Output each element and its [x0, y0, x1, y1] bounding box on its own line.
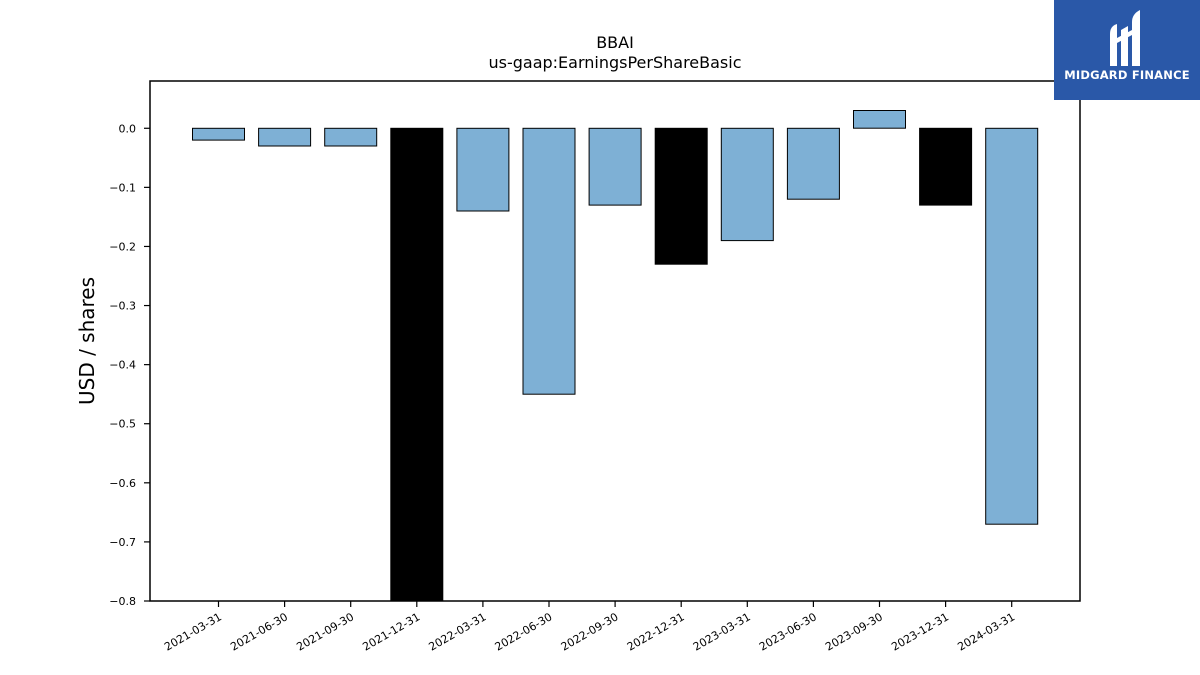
x-tick-label: 2021-03-31 [162, 610, 224, 653]
x-tick-label: 2022-09-30 [559, 610, 621, 653]
bar-2023-09-30 [853, 110, 906, 129]
y-tick-label: −0.5 [109, 418, 136, 431]
bar-2022-06-30 [522, 127, 576, 395]
y-axis-label: USD / shares [75, 277, 99, 405]
x-tick-label: 2021-06-30 [228, 610, 290, 653]
brand-name: MIDGARD FINANCE [1064, 68, 1190, 82]
y-tick-label: −0.2 [109, 240, 136, 253]
bar-2023-06-30 [786, 127, 840, 200]
bar-2023-03-31 [720, 127, 774, 242]
y-tick-label: −0.3 [109, 300, 136, 313]
bar-2023-12-31 [919, 127, 973, 206]
y-tick-label: −0.4 [109, 359, 136, 372]
bar-2021-03-31 [192, 127, 245, 141]
bar-2021-12-31 [390, 127, 444, 601]
y-axis: 0.0 −0.1 −0.2 −0.3 −0.4 −0.5 −0.6 −0.7 −0.8 [109, 122, 150, 608]
chart-subtitle: us-gaap:EarningsPerShareBasic [488, 53, 741, 72]
bar-2024-03-31 [985, 127, 1039, 525]
x-tick-label: 2022-12-31 [625, 610, 687, 653]
bars-group [192, 110, 1039, 601]
x-axis: 2021-03-31 2021-06-30 2021-09-30 2021-12-31… [162, 601, 1017, 654]
x-tick-label: 2023-12-31 [889, 610, 951, 653]
y-tick-label: −0.7 [109, 536, 136, 549]
chart-title: BBAI [596, 33, 634, 52]
y-tick-label: 0.0 [119, 122, 137, 135]
x-tick-label: 2023-03-31 [691, 610, 753, 653]
x-tick-label: 2022-03-31 [427, 610, 489, 653]
midgard-logo-icon [1110, 10, 1140, 66]
x-tick-label: 2021-12-31 [360, 610, 422, 653]
bar-2022-12-31 [654, 127, 708, 265]
y-tick-label: −0.1 [109, 181, 136, 194]
x-tick-label: 2022-06-30 [493, 610, 555, 653]
bar-2021-09-30 [324, 127, 378, 147]
y-tick-label: −0.6 [109, 477, 136, 490]
bar-2021-06-30 [258, 127, 312, 147]
bar-2022-09-30 [588, 127, 642, 206]
x-tick-label: 2021-09-30 [294, 610, 356, 653]
bar-2022-03-31 [456, 127, 510, 212]
brand-logo: MIDGARD FINANCE [1054, 0, 1200, 100]
x-tick-label: 2023-09-30 [823, 610, 885, 653]
x-tick-label: 2024-03-31 [955, 610, 1017, 653]
y-tick-label: −0.8 [109, 595, 136, 608]
x-tick-label: 2023-06-30 [757, 610, 819, 653]
